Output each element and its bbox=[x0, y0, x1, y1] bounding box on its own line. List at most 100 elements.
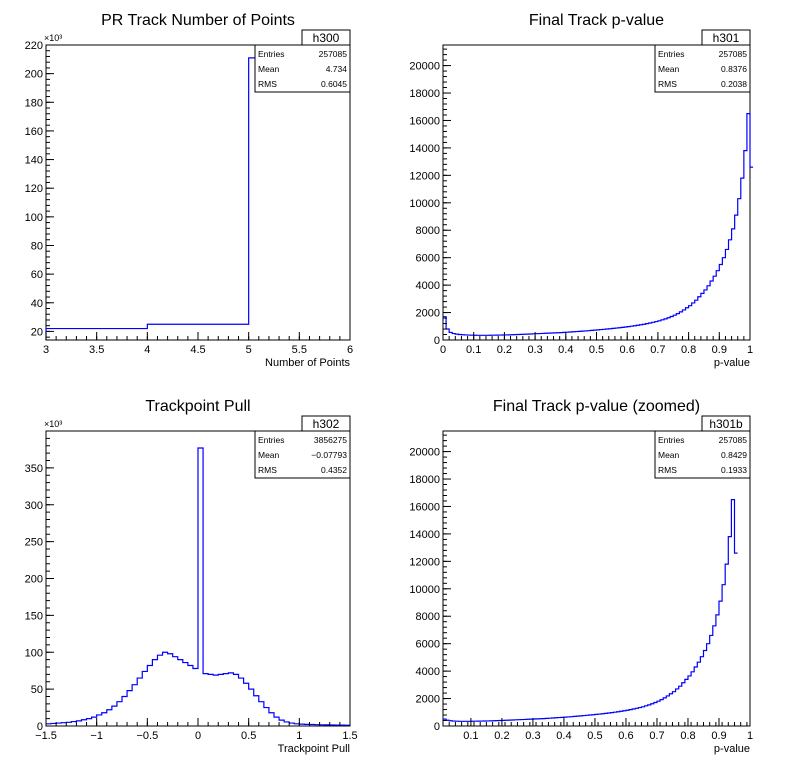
panel-h301: Final Track p-value p-value 0 0.1 0.2 0.3 0.… bbox=[409, 12, 754, 369]
y-exponent-label: ×10³ bbox=[44, 33, 62, 43]
x-tick-label: −1.5 bbox=[35, 730, 57, 742]
stats-value: 257085 bbox=[719, 49, 748, 59]
stats-value: −0.07793 bbox=[311, 450, 347, 460]
x-tick-label: 0.7 bbox=[650, 344, 665, 356]
x-tick-label: 0.2 bbox=[494, 730, 509, 742]
stats-label: Mean bbox=[658, 64, 680, 74]
x-tick-label: 0.8 bbox=[680, 730, 695, 742]
x-tick-label: 0.6 bbox=[618, 730, 633, 742]
stats-box-name: h300 bbox=[313, 31, 340, 45]
y-tick-label: 0 bbox=[37, 721, 43, 733]
y-tick-label: 12000 bbox=[409, 170, 440, 182]
y-tick-label: 2000 bbox=[416, 308, 440, 320]
chart-title: PR Track Number of Points bbox=[101, 12, 295, 29]
y-tick-label: 100 bbox=[25, 212, 43, 224]
x-tick-label: 0.7 bbox=[649, 730, 664, 742]
y-tick-label: 8000 bbox=[416, 611, 440, 623]
y-tick-label: 18000 bbox=[409, 474, 440, 486]
stats-label: RMS bbox=[258, 465, 277, 475]
stats-label: Entries bbox=[658, 49, 684, 59]
plot-frame bbox=[442, 430, 751, 727]
y-tick-label: 300 bbox=[25, 500, 43, 512]
y-tick-label: 2000 bbox=[416, 694, 440, 706]
y-tick-label: 8000 bbox=[416, 225, 440, 237]
y-tick-label: 100 bbox=[25, 647, 43, 659]
y-tick-label: 180 bbox=[25, 97, 43, 109]
stats-box bbox=[654, 430, 751, 479]
stats-label: Mean bbox=[258, 64, 280, 74]
y-tick-label: 16000 bbox=[409, 501, 440, 513]
y-tick-label: 4000 bbox=[416, 280, 440, 292]
stats-value: 3856275 bbox=[314, 435, 347, 445]
x-tick-label: 3 bbox=[43, 344, 49, 356]
y-tick-label: 16000 bbox=[409, 115, 440, 127]
histogram-line bbox=[45, 57, 350, 340]
x-tick-label: −1 bbox=[90, 730, 103, 742]
y-tick-label: 120 bbox=[25, 183, 43, 195]
x-tick-label: 0 bbox=[440, 344, 446, 356]
x-tick-label: 0.3 bbox=[525, 730, 540, 742]
y-tick-label: 20000 bbox=[409, 61, 440, 73]
y-tick-label: 200 bbox=[25, 69, 43, 81]
x-tick-label: 0 bbox=[195, 730, 201, 742]
x-tick-label: 0.5 bbox=[241, 730, 256, 742]
y-tick-label: 40 bbox=[31, 298, 43, 310]
x-tick-label: −0.5 bbox=[136, 730, 158, 742]
histogram-line bbox=[443, 499, 738, 722]
x-tick-label: 0.1 bbox=[466, 344, 481, 356]
x-tick-label: 6 bbox=[347, 344, 353, 356]
y-tick-label: 80 bbox=[31, 240, 43, 252]
x-axis-label: p-value bbox=[714, 743, 750, 755]
y-tick-label: 14000 bbox=[409, 143, 440, 155]
stats-label: Entries bbox=[658, 435, 684, 445]
y-tick-label: 20000 bbox=[409, 447, 440, 459]
stats-label: RMS bbox=[658, 79, 677, 89]
y-tick-label: 350 bbox=[25, 463, 43, 475]
y-tick-label: 4000 bbox=[416, 666, 440, 678]
x-tick-label: 1 bbox=[747, 344, 753, 356]
stats-value: 4.734 bbox=[326, 64, 348, 74]
x-tick-label: 0.4 bbox=[556, 730, 571, 742]
x-tick-label: 0.4 bbox=[558, 344, 573, 356]
histogram-line bbox=[46, 447, 350, 726]
x-tick-label: 0.8 bbox=[681, 344, 696, 356]
histogram-line bbox=[443, 113, 754, 336]
y-tick-label: 0 bbox=[434, 335, 440, 347]
panel-h300: PR Track Number of Points Number of Poin… bbox=[25, 12, 353, 369]
x-tick-label: 3.5 bbox=[89, 344, 104, 356]
x-tick-label: 0.6 bbox=[620, 344, 635, 356]
y-tick-label: 10000 bbox=[409, 584, 440, 596]
stats-label: RMS bbox=[258, 79, 277, 89]
x-tick-label: 0.9 bbox=[711, 730, 726, 742]
stats-label: Entries bbox=[258, 49, 284, 59]
stats-box bbox=[254, 44, 351, 93]
x-tick-label: 0.2 bbox=[497, 344, 512, 356]
x-tick-label: 5.5 bbox=[292, 344, 307, 356]
stats-box bbox=[254, 430, 351, 479]
y-tick-label: 6000 bbox=[416, 639, 440, 651]
x-tick-label: 4.5 bbox=[190, 344, 205, 356]
x-tick-label: 0.5 bbox=[589, 344, 604, 356]
x-tick-label: 5 bbox=[246, 344, 252, 356]
y-tick-label: 150 bbox=[25, 610, 43, 622]
y-tick-label: 10000 bbox=[409, 198, 440, 210]
y-tick-label: 60 bbox=[31, 269, 43, 281]
y-tick-label: 160 bbox=[25, 126, 43, 138]
y-tick-label: 0 bbox=[434, 721, 440, 733]
x-tick-label: 0.3 bbox=[527, 344, 542, 356]
stats-value: 257085 bbox=[719, 435, 748, 445]
chart-title: Final Track p-value (zoomed) bbox=[493, 398, 700, 415]
y-tick-label: 200 bbox=[25, 574, 43, 586]
stats-value: 0.4352 bbox=[321, 465, 347, 475]
stats-box bbox=[654, 44, 751, 93]
y-tick-label: 14000 bbox=[409, 529, 440, 541]
y-tick-label: 20 bbox=[31, 326, 43, 338]
chart-title: Final Track p-value bbox=[529, 12, 664, 29]
x-axis-label: Number of Points bbox=[265, 357, 350, 369]
x-tick-label: 0.9 bbox=[712, 344, 727, 356]
stats-value: 257085 bbox=[319, 49, 348, 59]
y-tick-label: 140 bbox=[25, 155, 43, 167]
x-tick-label: 1 bbox=[747, 730, 753, 742]
x-axis-label: Trackpoint Pull bbox=[278, 743, 350, 755]
